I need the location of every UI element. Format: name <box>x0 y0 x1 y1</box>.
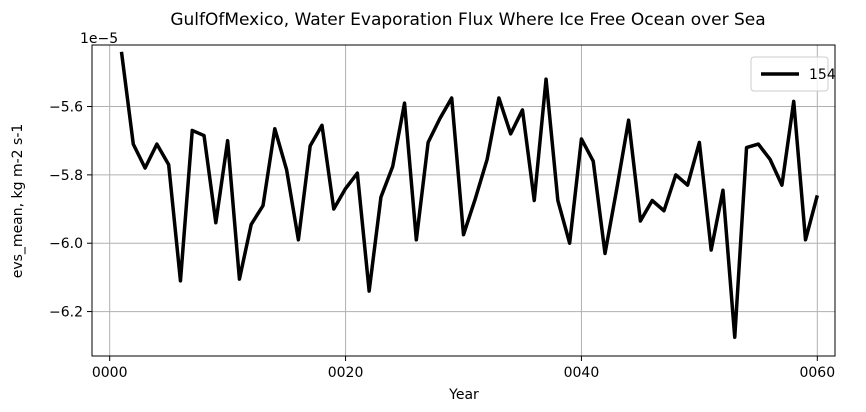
x-tick-label: 0020 <box>328 365 364 381</box>
data-point <box>357 173 358 174</box>
data-point <box>192 130 193 131</box>
data-point <box>510 133 511 134</box>
y-axis-label: evs_mean, kg m-2 s-1 <box>10 124 26 279</box>
data-point <box>298 239 299 240</box>
data-point <box>522 109 523 110</box>
legend: 154 <box>750 56 836 92</box>
data-point <box>711 250 712 251</box>
series-layer <box>119 51 820 339</box>
data-point <box>770 159 771 160</box>
grid <box>92 45 835 356</box>
data-point <box>310 145 311 146</box>
data-point <box>805 239 806 240</box>
ticks: 0000 0020 0040 0060 −6.2 −6.0 −5.8 −5.6 <box>49 100 835 381</box>
data-point <box>475 198 476 199</box>
data-point <box>333 209 334 210</box>
data-point <box>675 174 676 175</box>
y-tick-label: −6.2 <box>49 305 83 321</box>
data-point <box>793 101 794 102</box>
data-point <box>416 239 417 240</box>
data-point <box>263 205 264 206</box>
data-point <box>546 79 547 80</box>
y-tick-label: −6.0 <box>49 236 83 252</box>
data-point <box>239 279 240 280</box>
data-point <box>439 118 440 119</box>
y-tick-label: −5.6 <box>49 100 83 116</box>
data-point <box>168 164 169 165</box>
data-point <box>557 200 558 201</box>
y-tick-label: −5.8 <box>49 168 83 184</box>
data-point <box>734 337 735 338</box>
x-tick-label: 0040 <box>564 365 600 381</box>
data-point <box>498 97 499 98</box>
x-axis-label: Year <box>448 387 479 403</box>
legend-entry-label: 154 <box>809 67 836 83</box>
data-point <box>180 280 181 281</box>
y-offset-label: 1e−5 <box>80 31 118 47</box>
data-point <box>345 188 346 189</box>
data-point <box>699 142 700 143</box>
x-tick-label: 0060 <box>799 365 835 381</box>
data-point <box>616 188 617 189</box>
data-point <box>746 147 747 148</box>
data-point <box>581 138 582 139</box>
data-point <box>605 253 606 254</box>
data-point <box>758 144 759 145</box>
data-point <box>369 291 370 292</box>
series-line-154 <box>119 51 820 339</box>
data-point <box>380 197 381 198</box>
data-point <box>628 120 629 121</box>
data-point <box>663 210 664 211</box>
data-point <box>451 97 452 98</box>
data-point <box>392 166 393 167</box>
data-point <box>487 159 488 160</box>
data-point <box>534 200 535 201</box>
data-point <box>321 125 322 126</box>
data-point <box>145 168 146 169</box>
data-point <box>133 144 134 145</box>
data-point <box>404 103 405 104</box>
data-point <box>286 169 287 170</box>
data-point <box>215 222 216 223</box>
data-point <box>652 200 653 201</box>
data-point <box>251 224 252 225</box>
data-point <box>640 221 641 222</box>
data-point <box>722 190 723 191</box>
data-point <box>428 142 429 143</box>
data-point <box>569 243 570 244</box>
data-point <box>156 144 157 145</box>
data-point <box>274 128 275 129</box>
data-point <box>121 51 122 52</box>
data-point <box>593 161 594 162</box>
data-point <box>463 234 464 235</box>
data-point <box>204 135 205 136</box>
x-tick-label: 0000 <box>92 365 128 381</box>
plot-frame <box>91 44 836 357</box>
data-point <box>781 185 782 186</box>
data-point <box>687 185 688 186</box>
chart-title: GulfOfMexico, Water Evaporation Flux Whe… <box>170 10 765 30</box>
data-point <box>227 140 228 141</box>
data-point <box>817 195 818 196</box>
